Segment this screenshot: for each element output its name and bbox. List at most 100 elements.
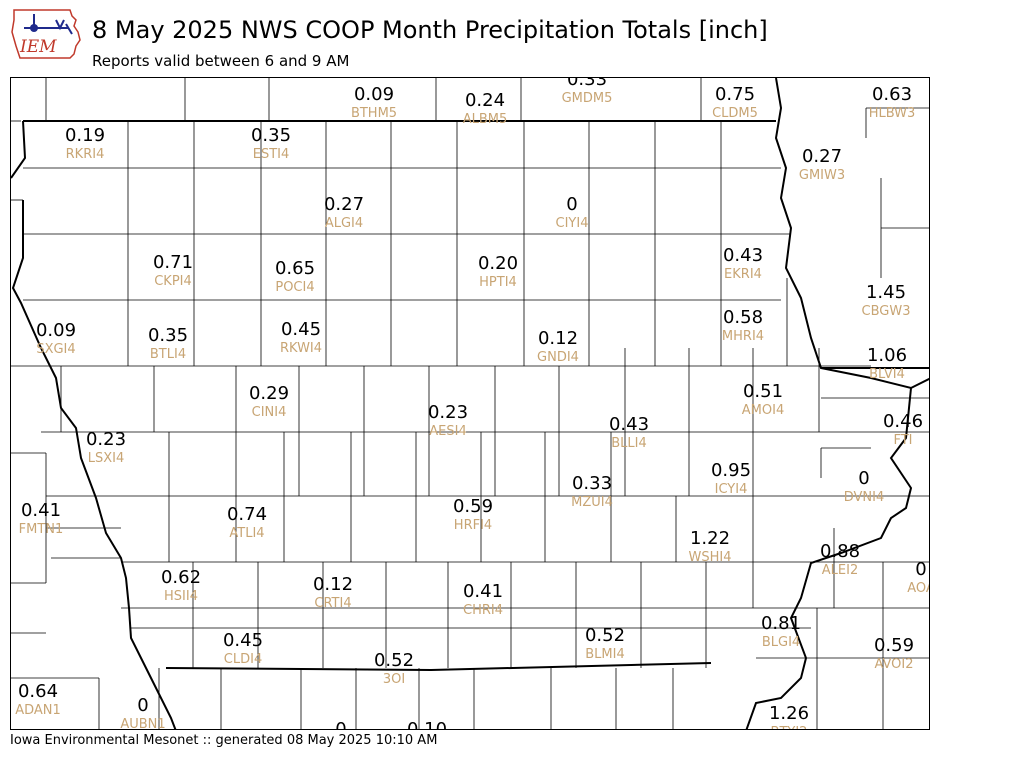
station-id: CIYI4 xyxy=(556,216,589,231)
station-unlabeled-48: 0.10 xyxy=(407,719,447,729)
station-value: 0.41 xyxy=(21,500,61,521)
page-title: 8 May 2025 NWS COOP Month Precipitation … xyxy=(92,16,768,44)
station-id: AESI4 xyxy=(429,424,466,439)
station-aoa: 0AOA xyxy=(907,559,929,596)
station-id: GMDM5 xyxy=(562,91,613,106)
station-value: 0.59 xyxy=(453,496,493,517)
station-value: 0.62 xyxy=(161,567,201,588)
station-value: 0 xyxy=(137,695,148,716)
station-value: 0.52 xyxy=(374,650,414,671)
station-id: RKRI4 xyxy=(66,147,105,162)
station-value: 0.09 xyxy=(36,320,76,341)
station-id: HPTI4 xyxy=(479,275,517,290)
station-value: 0.09 xyxy=(354,84,394,105)
precipitation-map: 0.09 BTHM5 0.24 ALBM5 0.33 GMDM5 0.75 CLDM5 0.63… xyxy=(10,77,930,730)
station-value: 0.35 xyxy=(251,125,291,146)
station-id: BLGI4 xyxy=(762,635,800,650)
station-value: 1.26 xyxy=(769,703,809,724)
station-value: 0 xyxy=(335,719,346,730)
county-boundaries xyxy=(11,78,929,729)
station-id: HRFI4 xyxy=(454,518,492,533)
station-id: CBGW3 xyxy=(862,304,911,319)
station-value: 0.23 xyxy=(86,429,126,450)
station-value: 0.52 xyxy=(585,625,625,646)
state-boundaries xyxy=(11,78,929,729)
station-id: CHRI4 xyxy=(463,603,503,618)
station-id: 3OI xyxy=(383,672,405,687)
station-value: 0.58 xyxy=(723,307,763,328)
station-btyi2: 1.26BTYI2 xyxy=(769,703,809,730)
station-id: BLVI4 xyxy=(869,367,905,382)
station-value: 0.59 xyxy=(874,635,914,656)
station-id: SXGI4 xyxy=(36,342,75,357)
station-id: WSHI4 xyxy=(689,550,732,565)
station-value: 0 xyxy=(858,468,869,489)
station-id: AUBN1 xyxy=(120,717,165,730)
station-id: MHRI4 xyxy=(722,329,764,344)
station-id: GMIW3 xyxy=(799,168,845,183)
station-value: 0.24 xyxy=(465,90,505,111)
station-value: 0.64 xyxy=(18,681,58,702)
station-id: DVNI4 xyxy=(844,490,885,505)
station-id: EKRI4 xyxy=(724,267,762,282)
station-id: ICYI4 xyxy=(715,482,748,497)
station-id: ALBM5 xyxy=(463,112,508,127)
station-value: 0.63 xyxy=(872,84,912,105)
station-id: ALEI2 xyxy=(822,563,858,578)
station-value: 0.20 xyxy=(478,253,518,274)
station-value: 0.46 xyxy=(883,411,923,432)
station-id: CRTI4 xyxy=(314,596,351,611)
station-value: 0.43 xyxy=(723,245,763,266)
station-id: CLDI4 xyxy=(224,652,262,667)
station-id: BTYI2 xyxy=(771,725,808,730)
station-value: 0.75 xyxy=(715,84,755,105)
iem-logo: IEM xyxy=(11,9,81,59)
station-value: 0.29 xyxy=(249,383,289,404)
station-unlabeled-47: 0 xyxy=(335,719,346,730)
station-id: ATLI4 xyxy=(229,526,264,541)
station-id: HLBW3 xyxy=(869,106,916,121)
station-value: 0.12 xyxy=(313,574,353,595)
station-value: 0.95 xyxy=(711,460,751,481)
footer-credit: Iowa Environmental Mesonet :: generated … xyxy=(10,733,438,748)
station-value: 0.88 xyxy=(820,541,860,562)
station-value: 0.45 xyxy=(223,630,263,651)
station-id: CKPI4 xyxy=(154,274,192,289)
station-id: AVOI2 xyxy=(874,657,913,672)
station-id: BLMI4 xyxy=(585,647,624,662)
station-value: 0.33 xyxy=(567,78,607,90)
